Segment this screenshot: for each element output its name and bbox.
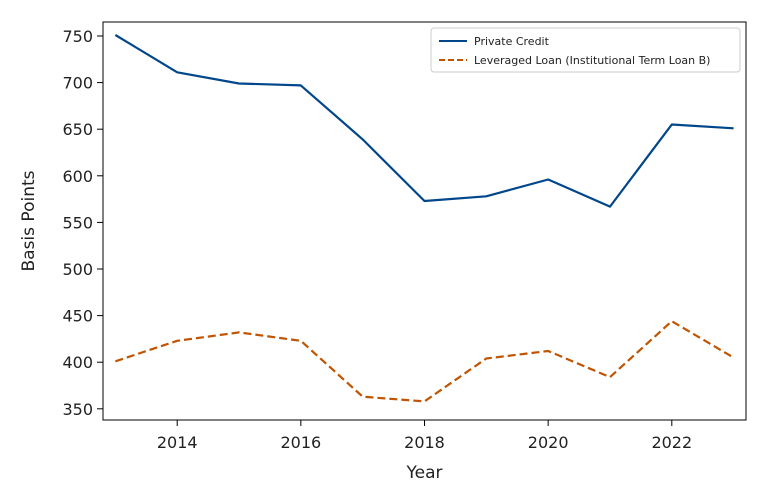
x-tick-label: 2014 bbox=[157, 433, 198, 452]
legend-label-2: Leveraged Loan (Institutional Term Loan … bbox=[474, 54, 710, 67]
y-tick-label: 600 bbox=[62, 167, 93, 186]
y-axis-title: Basis Points bbox=[19, 170, 39, 271]
y-tick-label: 700 bbox=[62, 74, 93, 93]
legend-label-1: Private Credit bbox=[474, 35, 550, 48]
y-tick-label: 650 bbox=[62, 120, 93, 139]
series-layer bbox=[114, 34, 735, 403]
y-tick-label: 500 bbox=[62, 260, 93, 279]
x-axis-title: Year bbox=[406, 463, 443, 483]
series-line-2 bbox=[115, 320, 735, 403]
y-tick-label: 750 bbox=[62, 27, 93, 46]
x-tick-label: 2020 bbox=[528, 433, 569, 452]
x-axis: 2014 2016 2018 2020 2022 bbox=[157, 420, 692, 452]
plot-frame bbox=[102, 21, 747, 421]
plot-area bbox=[102, 21, 747, 421]
y-tick-label: 350 bbox=[62, 400, 93, 419]
series-line-1 bbox=[114, 34, 734, 208]
legend-box bbox=[430, 27, 741, 73]
y-axis: 350 400 450 500 550 600 650 700 750 bbox=[62, 27, 103, 419]
x-tick-label: 2022 bbox=[651, 433, 692, 452]
x-tick-label: 2018 bbox=[404, 433, 445, 452]
legend: Private Credit Leveraged Loan (Institutio… bbox=[430, 27, 741, 73]
x-tick-label: 2016 bbox=[280, 433, 321, 452]
y-tick-label: 550 bbox=[62, 213, 93, 232]
y-tick-label: 400 bbox=[62, 353, 93, 372]
y-tick-label: 450 bbox=[62, 307, 93, 326]
